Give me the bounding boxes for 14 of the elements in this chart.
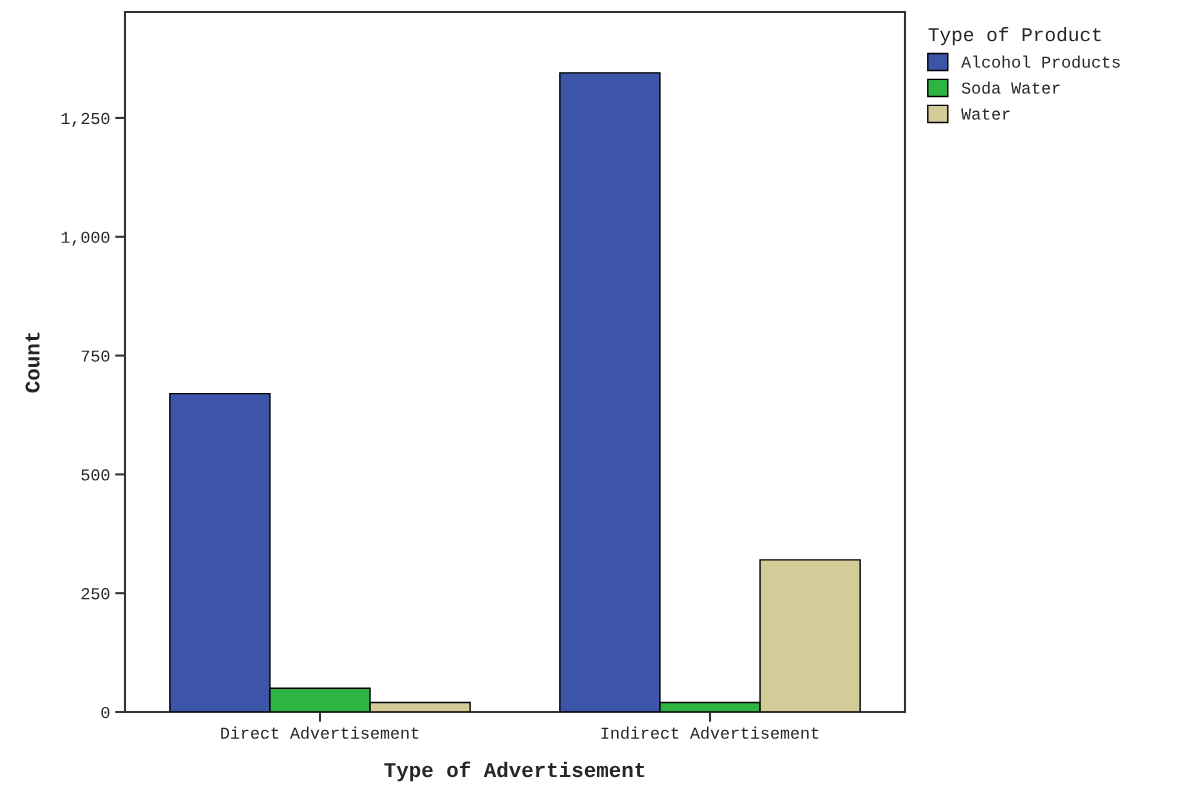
x-axis-title: Type of Advertisement [384,761,645,782]
legend-label: Water [961,108,1010,120]
y-tick-label: 1,000 [61,231,110,246]
y-axis-title: Count [25,332,40,393]
y-tick-label: 0 [101,706,110,719]
legend-title: Type of Product [928,27,1101,46]
y-tick-label: 750 [81,350,110,362]
y-tick-label: 250 [81,588,110,600]
x-tick-label: Indirect Advertisement [601,726,819,739]
legend-label: Soda Water [961,81,1060,94]
x-tick-label: Direct Advertisement [221,726,419,739]
y-tick-label: 500 [81,469,110,481]
y-tick-label: 1,250 [61,112,110,127]
legend-label: Alcohol Products [961,55,1120,68]
